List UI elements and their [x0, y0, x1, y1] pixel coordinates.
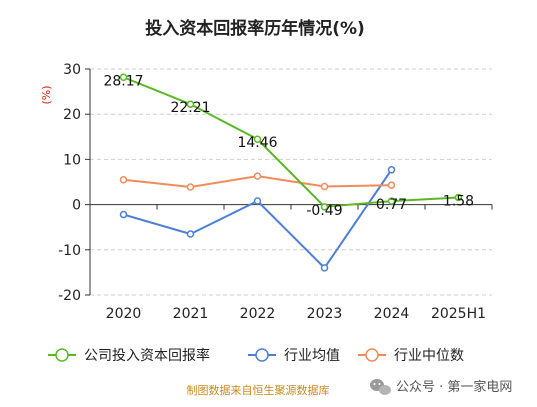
chart-title: 投入资本回报率历年情况(%) — [145, 18, 365, 39]
legend-swatch-marker — [55, 348, 69, 362]
y-tick-label: 30 — [63, 62, 81, 78]
y-tick-label: 10 — [63, 152, 81, 168]
data-point — [186, 230, 195, 238]
watermark: 公众号 · 第一家电网 — [396, 379, 512, 395]
data-point — [320, 203, 329, 211]
data-point — [186, 100, 195, 108]
data-point — [119, 73, 128, 82]
legend-label: 行业均值 — [284, 348, 340, 364]
data-point — [454, 193, 463, 202]
data-point — [253, 135, 262, 143]
legend-swatch-marker — [255, 348, 269, 362]
x-tick-label: 2023 — [307, 306, 343, 322]
data-point — [320, 264, 329, 272]
legend: 公司投入资本回报率 行业均值 行业中位数 — [48, 347, 464, 364]
legend-label: 行业中位数 — [394, 348, 464, 364]
y-tick-label: -20 — [58, 288, 81, 304]
legend-label: 公司投入资本回报率 — [84, 347, 210, 364]
x-tick-label: 2024 — [374, 306, 410, 322]
data-point — [387, 166, 396, 174]
data-point — [119, 175, 128, 184]
y-tick-label: 0 — [72, 198, 81, 214]
series-layer — [119, 73, 463, 272]
data-point — [253, 197, 262, 205]
data-point — [186, 183, 195, 191]
data-label: -0.49 — [306, 203, 342, 219]
data-point — [320, 182, 329, 191]
grid — [90, 68, 492, 296]
x-tick-label: 2021 — [173, 306, 209, 322]
legend-swatch-marker — [365, 348, 379, 362]
data-label: 1.58 — [443, 193, 474, 209]
data-point — [253, 172, 262, 180]
legend-item: 公司投入资本回报率 — [48, 347, 210, 364]
data-label: 14.46 — [237, 135, 277, 151]
data-point — [387, 181, 396, 189]
data-label: 0.77 — [376, 197, 407, 213]
legend-item: 行业均值 — [248, 348, 340, 364]
axes: -20 -10 0 10 20 30 2020 2021 2022 2023 2024 2025H1 — [58, 62, 493, 322]
data-labels: 28.17 22.21 14.46 -0.49 0.77 1.58 — [103, 73, 474, 219]
legend-item: 行业中位数 — [358, 348, 464, 364]
wechat-icon — [370, 379, 391, 395]
x-tick-label: 2022 — [240, 306, 276, 322]
x-tick-label: 2025H1 — [431, 306, 486, 322]
x-tick-label: 2020 — [106, 306, 142, 322]
source-note: 制图数据来自恒生聚源数据库 — [187, 383, 330, 397]
y-tick-label: 20 — [63, 107, 81, 123]
data-label: 28.17 — [103, 73, 143, 89]
data-point — [387, 197, 396, 205]
y-tick-label: -10 — [58, 243, 81, 259]
series-line — [123, 76, 459, 208]
data-label: 22.21 — [170, 100, 210, 116]
data-point — [119, 210, 128, 219]
y-axis-unit: (%) — [40, 85, 53, 104]
